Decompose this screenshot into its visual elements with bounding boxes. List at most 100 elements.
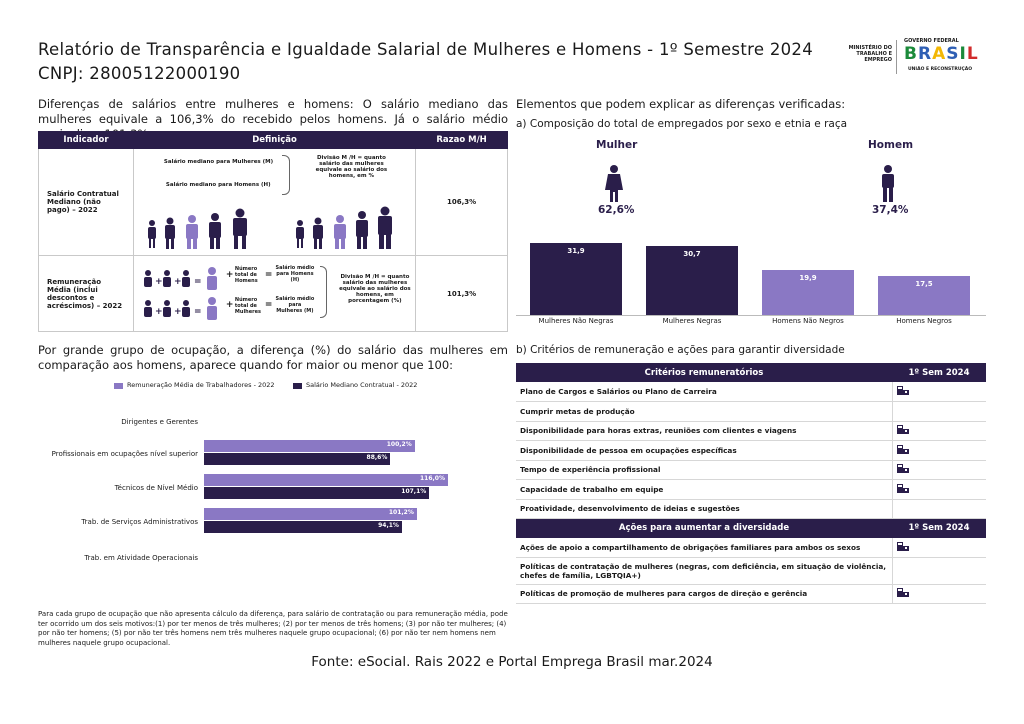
svg-text:+: + [155, 277, 163, 287]
legend-label: Remuneração Média de Trabalhadores - 202… [127, 381, 275, 389]
table-row: Remuneração Média (inclui descontos e ac… [38, 255, 508, 332]
source-footer: Fonte: eSocial. Rais 2022 e Portal Empre… [311, 654, 713, 670]
row-value: 101,3% [415, 255, 508, 332]
criteria-label: Plano de Cargos e Salários ou Plano de C… [516, 382, 892, 402]
category-label: Técnicos de Nível Médio [114, 484, 198, 492]
table-row: Políticas de contratação de mulheres (ne… [516, 557, 986, 585]
brasil-logo: BRASIL [904, 44, 979, 64]
occupation-intro: Por grande grupo de ocupação, a diferenç… [38, 343, 508, 372]
criteria-mark [891, 440, 986, 461]
criteria-label: Disponibilidade de pessoa em ocupações e… [516, 440, 892, 461]
criteria-label: Proatividade, desenvolvimento de ideias … [516, 499, 892, 519]
criteria-label: Políticas de contratação de mulheres (ne… [516, 557, 892, 585]
occupation-bar: 116,0% [204, 474, 448, 486]
woman-pct: 62,6% [598, 204, 635, 216]
row-label: Salário Contratual Mediano (não pago) – … [38, 148, 134, 256]
def-c: Divisão M /H = quanto salário das mulher… [315, 155, 388, 179]
woman-label: Mulher [596, 139, 638, 151]
people-figures-icon [147, 206, 392, 249]
def-c: Salário médio para Homens (H) [275, 265, 315, 283]
man-icon [882, 165, 894, 202]
check-icon [896, 444, 909, 454]
criteria-label: Ações de apoio a compartilhamento de obr… [516, 537, 892, 558]
criteria-mark [891, 401, 986, 422]
bar-value-label: 100,2% [386, 441, 412, 448]
composition-bar: 31,9 [530, 243, 622, 315]
x-axis-line [516, 315, 986, 316]
composition-bar: 19,9 [762, 270, 854, 315]
criteria-label: Cumprir metas de produção [516, 401, 892, 422]
composition-title: a) Composição do total de empregados por… [516, 118, 848, 130]
def-d: Salário médio para Mulheres (M) [275, 296, 315, 314]
bar-value-label: 88,6% [366, 454, 388, 461]
footnote: Para cada grupo de ocupação que não apre… [38, 610, 508, 647]
svg-text:=: = [194, 277, 202, 287]
check-icon [896, 464, 909, 474]
government-logos: MINISTÉRIO DO TRABALHO E EMPREGO GOVERNO… [832, 38, 992, 78]
occupation-bar: 101,2% [204, 508, 417, 520]
bar-category-label: Mulheres Não Negras [538, 317, 614, 325]
gov-sub-label: UNIÃO E RECONSTRUÇÃO [908, 67, 973, 72]
occupation-bar: 94,1% [204, 521, 402, 533]
occupation-bars: Dirigentes e Gerentes Profissionais em oc… [38, 378, 508, 578]
bar-category-label: Homens Negros [896, 317, 952, 325]
check-icon [896, 425, 909, 435]
row-definition: Salário mediano para Mulheres (M) Salári… [132, 148, 417, 256]
row-value: 106,3% [415, 148, 508, 256]
bar-value-label: 101,2% [388, 509, 414, 516]
occupation-bar: 107,1% [204, 487, 430, 499]
page-title: Relatório de Transparência e Igualdade S… [38, 40, 814, 59]
man-label: Homem [868, 139, 914, 151]
plus-icon: + [225, 270, 234, 280]
criteria-mark [891, 537, 986, 558]
criteria-mark [891, 584, 986, 604]
plus-icon: + [225, 300, 234, 310]
bar-value-label: 19,9 [799, 274, 817, 283]
legend-label: Salário Mediano Contratual - 2022 [306, 381, 418, 389]
equals-icon: = [264, 300, 273, 310]
bar-value-label: 31,9 [567, 247, 585, 256]
people-sum-icon: + + = + + = [143, 267, 217, 320]
criteria-mark [891, 460, 986, 480]
row-definition: + + = + + = + + Número total de Homens Númer… [132, 255, 417, 332]
bar-value-label: 116,0% [420, 475, 445, 482]
logo-divider [896, 40, 897, 74]
table-row: Salário Contratual Mediano (não pago) – … [38, 148, 508, 256]
category-label: Dirigentes e Gerentes [121, 418, 198, 426]
category-label: Trab. em Atividade Operacionais [84, 554, 198, 562]
criteria-col-header: 1º Sem 2024 [892, 363, 986, 382]
table-row: Plano de Cargos e Salários ou Plano de C… [516, 382, 986, 402]
legend-swatch [293, 383, 302, 389]
ministry-logo: MINISTÉRIO DO TRABALHO E EMPREGO [848, 45, 892, 63]
criteria-mark [891, 499, 986, 519]
def-a: Salário mediano para Mulheres (M) [163, 159, 274, 165]
svg-text:+: + [174, 307, 182, 317]
table-row: Tempo de experiência profissional [516, 460, 986, 480]
criteria-label: Disponibilidade para horas extras, reuni… [516, 421, 892, 441]
actions-col-header: 1º Sem 2024 [892, 518, 986, 538]
bar-value-label: 30,7 [683, 249, 701, 258]
criteria-mark [891, 557, 986, 585]
bar-category-label: Homens Não Negros [772, 317, 844, 325]
check-icon [896, 541, 909, 551]
occupation-bar: 100,2% [204, 440, 415, 452]
criteria-header: Critérios remuneratórios [516, 363, 892, 382]
bar-value-label: 17,5 [915, 279, 933, 288]
composition-chart: 31,9 Mulheres Não Negras 30,7 Mulheres Negr… [516, 238, 986, 328]
def-b: Número total de Mulheres [234, 297, 261, 315]
criteria-label: Políticas de promoção de mulheres para c… [516, 584, 892, 604]
table-row: Proatividade, desenvolvimento de ideias … [516, 499, 986, 519]
report-header: Relatório de Transparência e Igualdade S… [38, 38, 813, 86]
header-definicao: Definição [132, 131, 417, 149]
actions-header: Ações para aumentar a diversidade [516, 518, 892, 538]
bar-value-label: 107,1% [401, 488, 427, 495]
table-row: Disponibilidade para horas extras, reuni… [516, 421, 986, 441]
def-a: Número total de Homens [234, 266, 258, 284]
check-icon [896, 386, 909, 395]
occupation-bar: 88,6% [204, 453, 391, 465]
svg-text:=: = [194, 307, 202, 317]
criteria-table: Critérios remuneratórios 1º Sem 2024 Pla… [516, 363, 986, 604]
bar-value-label: 94,1% [378, 522, 399, 529]
header-indicador: Indicador [38, 131, 134, 149]
criteria-label: Tempo de experiência profissional [516, 460, 892, 480]
